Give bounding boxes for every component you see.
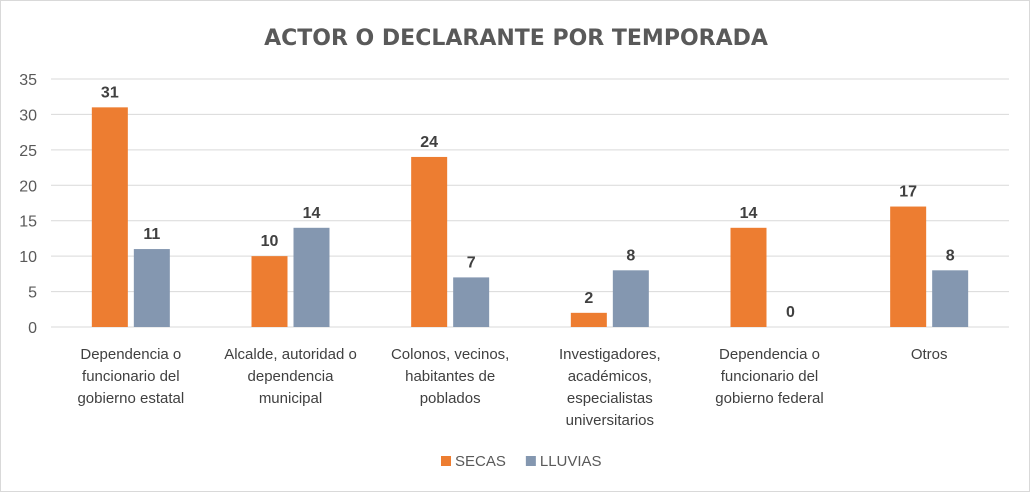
bar-secas bbox=[251, 256, 288, 327]
y-tick-label: 35 bbox=[19, 72, 37, 89]
chart-title: ACTOR O DECLARANTE POR TEMPORADA bbox=[264, 26, 768, 51]
legend-swatch-lluvias bbox=[525, 456, 536, 466]
y-tick-label: 20 bbox=[19, 178, 37, 195]
data-label: 0 bbox=[786, 304, 795, 321]
bar-secas bbox=[570, 312, 607, 327]
y-tick-label: 25 bbox=[19, 143, 37, 160]
bar-lluvias bbox=[932, 270, 969, 327]
legend-swatch-secas bbox=[441, 456, 451, 466]
legend-label: LLUVIAS bbox=[540, 453, 602, 470]
x-category-label: Investigadores, académicos, especialistas u… bbox=[559, 346, 661, 429]
x-category-label: Alcalde, autoridad o dependencia municipal bbox=[224, 346, 357, 407]
data-label: 14 bbox=[740, 205, 758, 222]
bar-lluvias bbox=[133, 249, 170, 327]
bar-secas bbox=[730, 227, 767, 327]
bar-secas bbox=[890, 206, 927, 327]
data-label: 2 bbox=[584, 290, 593, 307]
x-category-label: Otros bbox=[911, 346, 948, 363]
y-tick-label: 0 bbox=[28, 320, 37, 337]
y-tick-label: 30 bbox=[19, 107, 37, 124]
data-label: 8 bbox=[626, 247, 635, 264]
data-label: 17 bbox=[899, 184, 917, 201]
data-label: 8 bbox=[946, 247, 955, 264]
x-category-label: Dependencia o funcionario del gobierno fed… bbox=[715, 346, 823, 407]
y-axis-ticks: 0 5 10 15 20 25 30 35 bbox=[19, 72, 37, 337]
bar-secas bbox=[91, 107, 128, 327]
y-tick-label: 10 bbox=[19, 249, 37, 266]
bars bbox=[91, 107, 969, 327]
bar-lluvias bbox=[612, 270, 649, 327]
data-label: 10 bbox=[261, 233, 279, 250]
bar-lluvias bbox=[453, 277, 490, 327]
data-label: 31 bbox=[101, 84, 119, 101]
legend: SECAS LLUVIAS bbox=[441, 453, 602, 470]
y-tick-label: 15 bbox=[19, 214, 37, 231]
x-axis-categories: Dependencia o funcionario del gobierno est… bbox=[77, 346, 947, 429]
data-label: 11 bbox=[143, 226, 160, 243]
data-label: 24 bbox=[420, 134, 438, 151]
bar-secas bbox=[411, 156, 448, 327]
data-label: 7 bbox=[467, 254, 476, 271]
data-label: 14 bbox=[303, 205, 321, 222]
x-category-label: Colonos, vecinos, habitantes de poblados bbox=[391, 346, 509, 407]
legend-label: SECAS bbox=[455, 453, 506, 470]
x-category-label: Dependencia o funcionario del gobierno est… bbox=[77, 346, 184, 407]
gridlines bbox=[51, 78, 1009, 328]
y-tick-label: 5 bbox=[28, 285, 37, 302]
bar-lluvias bbox=[293, 227, 330, 327]
